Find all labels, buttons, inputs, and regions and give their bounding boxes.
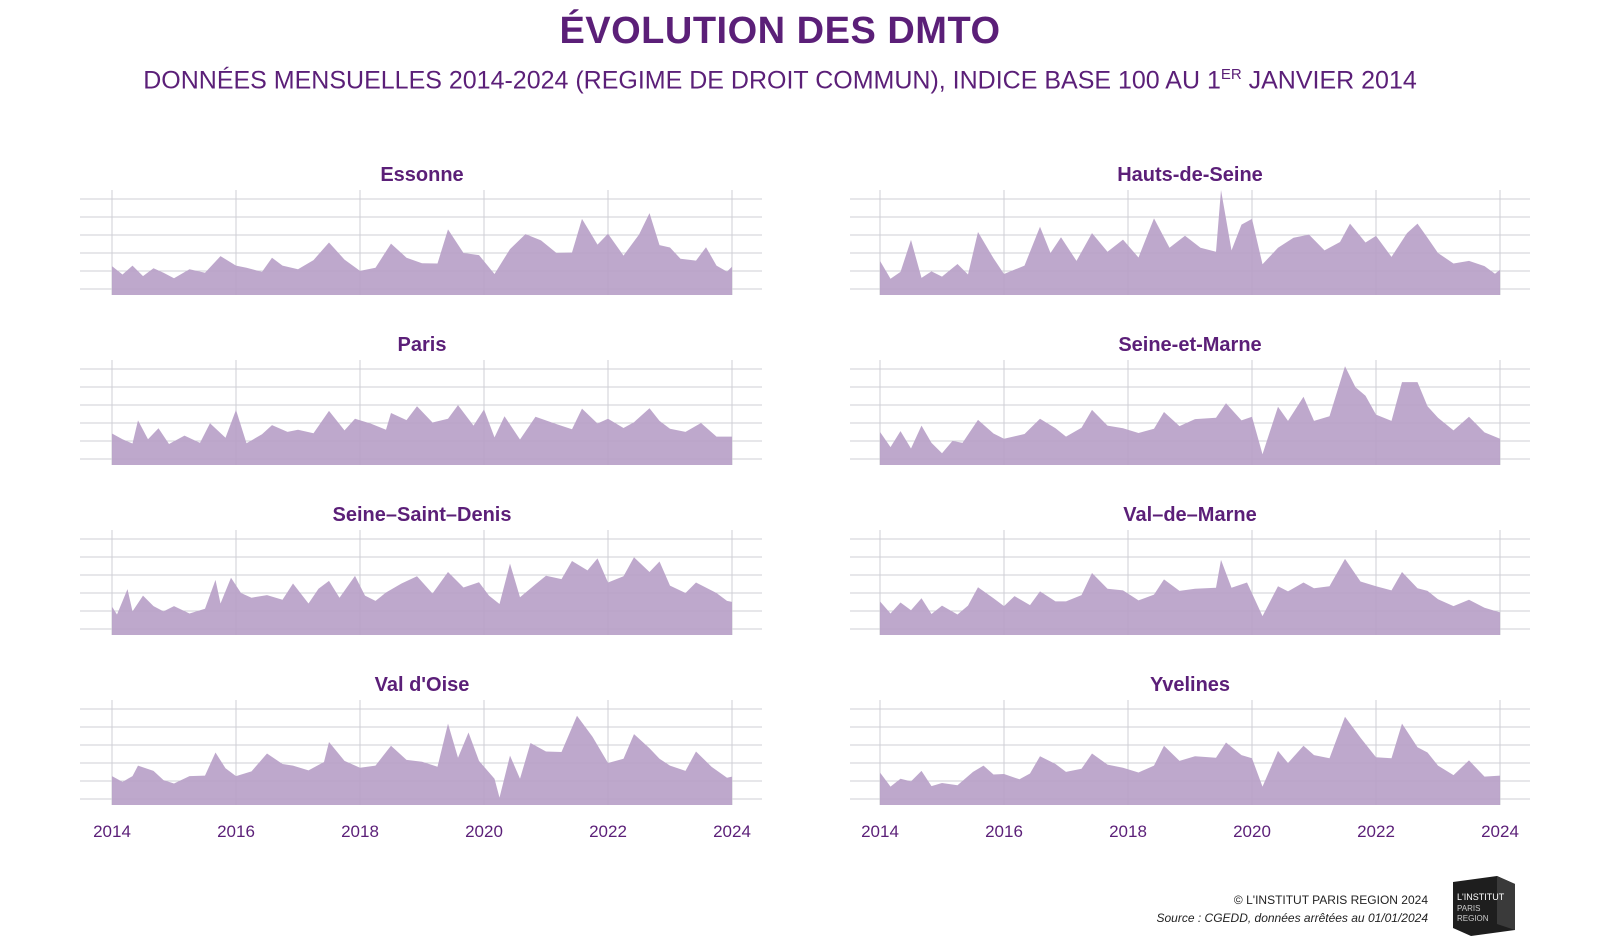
series-area-6 (880, 558, 1500, 635)
copyright-credit: © L'INSTITUT PARIS REGION 2024 (1233, 893, 1428, 907)
panel-title: Yvelines (1150, 674, 1230, 696)
x-tick-label: 2022 (589, 822, 627, 841)
panel-title: Val d'Oise (375, 674, 470, 696)
subtitle-superscript: ER (1220, 66, 1242, 83)
subtitle-main: DONNÉES MENSUELLES 2014-2024 (REGIME DE … (143, 66, 1221, 95)
subtitle-end: JANVIER 2014 (1241, 66, 1417, 95)
source-note: Source : CGEDD, données arrêtées au 01/0… (1156, 911, 1429, 925)
page-subtitle: DONNÉES MENSUELLES 2014-2024 (REGIME DE … (0, 66, 1560, 95)
x-tick-label: 2024 (1481, 822, 1519, 841)
series-area-5 (112, 557, 732, 635)
x-tick-label: 2020 (465, 822, 503, 841)
x-tick-label: 2016 (985, 822, 1023, 841)
institut-logo: L'INSTITUT PARIS REGION (1453, 876, 1515, 936)
series-area-4 (880, 366, 1500, 465)
x-tick-label: 2020 (1233, 822, 1271, 841)
panel-title: Essonne (380, 164, 463, 186)
logo-line-1: L'INSTITUT (1457, 892, 1505, 902)
series-area-1 (112, 213, 732, 295)
panel-title: Seine-et-Marne (1118, 334, 1261, 356)
x-tick-label: 2016 (217, 822, 255, 841)
series-area-2 (880, 190, 1500, 295)
series-area-3 (112, 405, 732, 465)
series-area-7 (112, 715, 732, 805)
panel-title: Hauts-de-Seine (1117, 164, 1263, 186)
panel-title: Val–de–Marne (1123, 504, 1256, 526)
page-title: ÉVOLUTION DES DMTO (559, 10, 1001, 52)
x-tick-label: 2014 (93, 822, 131, 841)
x-tick-label: 2018 (341, 822, 379, 841)
panel-title: Seine–Saint–Denis (333, 504, 512, 526)
x-tick-label: 2022 (1357, 822, 1395, 841)
panel-title: Paris (398, 334, 447, 356)
x-tick-label: 2014 (861, 822, 899, 841)
logo-line-3: REGION (1457, 914, 1489, 923)
x-tick-label: 2018 (1109, 822, 1147, 841)
logo-line-2: PARIS (1457, 904, 1480, 913)
series-area-8 (880, 716, 1500, 805)
x-tick-label: 2024 (713, 822, 751, 841)
